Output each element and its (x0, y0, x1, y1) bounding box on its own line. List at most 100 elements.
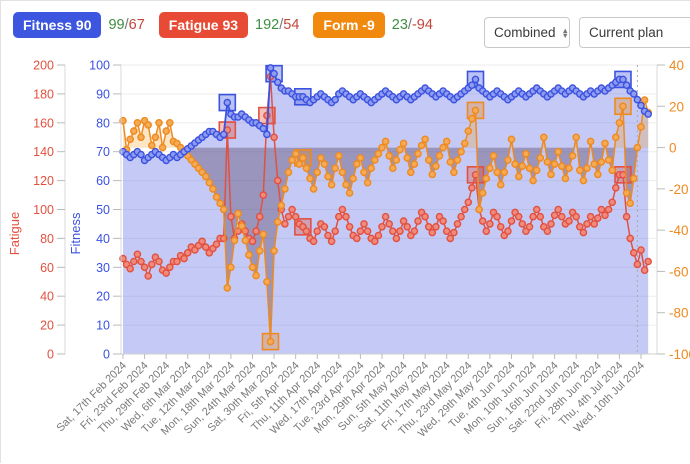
fatigue-point[interactable] (137, 257, 145, 266)
fatigue-point[interactable] (331, 227, 340, 235)
form-point[interactable] (245, 251, 253, 259)
form-point[interactable] (230, 236, 239, 245)
fitness-point[interactable] (270, 69, 278, 78)
form-point[interactable] (241, 236, 250, 245)
fitness-badge[interactable]: Fitness 90 (13, 12, 102, 38)
fatigue-point[interactable] (410, 227, 419, 235)
form-point[interactable] (212, 193, 221, 201)
form-point[interactable] (435, 151, 444, 160)
fatigue-point[interactable] (450, 228, 458, 237)
form-point[interactable] (334, 151, 343, 160)
fatigue-point[interactable] (464, 198, 473, 207)
fatigue-point[interactable] (532, 205, 541, 214)
form-point[interactable] (360, 168, 368, 177)
form-point[interactable] (529, 176, 537, 185)
fatigue-point[interactable] (183, 248, 192, 257)
fatigue-point[interactable] (525, 222, 534, 231)
form-point[interactable] (367, 164, 376, 172)
fitness-point[interactable] (633, 95, 642, 104)
fitness-point[interactable] (471, 75, 480, 84)
fatigue-point[interactable] (147, 260, 156, 269)
fatigue-point[interactable] (302, 227, 311, 235)
fitness-point[interactable] (331, 95, 340, 104)
form-point[interactable] (248, 263, 257, 272)
fatigue-point[interactable] (378, 222, 386, 231)
form-point[interactable] (439, 143, 447, 152)
fatigue-point[interactable] (252, 227, 260, 235)
fatigue-point[interactable] (381, 212, 390, 221)
form-point[interactable] (619, 102, 627, 111)
fatigue-point[interactable] (493, 212, 501, 221)
form-point[interactable] (147, 141, 156, 150)
form-point[interactable] (558, 162, 566, 170)
form-point[interactable] (432, 162, 440, 170)
form-point[interactable] (338, 168, 347, 177)
fatigue-point[interactable] (414, 217, 422, 225)
form-point[interactable] (291, 149, 300, 158)
form-point[interactable] (270, 246, 278, 255)
fatigue-point[interactable] (586, 212, 595, 221)
fatigue-point[interactable] (165, 263, 174, 272)
fitness-point[interactable] (619, 75, 627, 84)
fatigue-point[interactable] (460, 205, 469, 214)
form-point[interactable] (396, 145, 404, 154)
form-point[interactable] (612, 133, 620, 142)
fatigue-point[interactable] (129, 257, 138, 266)
form-point[interactable] (637, 123, 645, 131)
form-point[interactable] (133, 119, 142, 127)
form-point[interactable] (450, 168, 458, 177)
fatigue-point[interactable] (612, 183, 620, 192)
fitness-point[interactable] (219, 130, 228, 139)
form-point[interactable] (259, 230, 268, 239)
form-point[interactable] (374, 149, 383, 158)
fatigue-point[interactable] (583, 220, 591, 228)
fatigue-point[interactable] (504, 227, 512, 235)
fatigue-point[interactable] (482, 227, 491, 235)
fitness-point[interactable] (468, 81, 476, 89)
form-point[interactable] (522, 149, 530, 158)
form-point[interactable] (421, 135, 429, 144)
form-point[interactable] (363, 178, 372, 187)
fatigue-point[interactable] (248, 237, 257, 246)
form-point[interactable] (302, 164, 311, 172)
form-point[interactable] (406, 168, 415, 177)
fatigue-point[interactable] (536, 212, 545, 221)
fatigue-point[interactable] (363, 227, 372, 235)
form-point[interactable] (594, 170, 602, 179)
fatigue-point[interactable] (281, 220, 289, 228)
form-point[interactable] (626, 199, 635, 208)
fatigue-point[interactable] (320, 222, 329, 231)
fatigue-point[interactable] (180, 254, 188, 263)
form-point[interactable] (464, 127, 473, 135)
form-point[interactable] (216, 199, 224, 208)
fatigue-point[interactable] (162, 269, 170, 277)
form-point[interactable] (414, 149, 422, 158)
fatigue-point[interactable] (565, 217, 573, 225)
form-point[interactable] (500, 168, 509, 177)
form-point[interactable] (255, 246, 264, 255)
fatigue-point[interactable] (360, 220, 368, 228)
fatigue-point[interactable] (388, 227, 397, 235)
form-point[interactable] (201, 172, 210, 181)
fatigue-point[interactable] (579, 228, 588, 237)
form-point[interactable] (295, 160, 304, 168)
form-point[interactable] (227, 263, 235, 272)
fatigue-point[interactable] (604, 205, 613, 214)
fatigue-point[interactable] (640, 266, 649, 275)
fatigue-point[interactable] (356, 227, 365, 235)
fatigue-point[interactable] (630, 248, 638, 257)
form-point[interactable] (345, 189, 354, 197)
fatigue-point[interactable] (421, 212, 429, 221)
fatigue-point[interactable] (496, 222, 505, 231)
fatigue-point[interactable] (558, 212, 566, 221)
form-point[interactable] (417, 141, 426, 150)
form-point[interactable] (273, 218, 282, 226)
fatigue-badge[interactable]: Fatigue 93 (158, 12, 249, 38)
fatigue-point[interactable] (198, 237, 206, 246)
form-point[interactable] (579, 176, 588, 185)
form-point[interactable] (223, 284, 232, 292)
fatigue-point[interactable] (457, 212, 465, 221)
fatigue-point[interactable] (529, 212, 537, 221)
form-point[interactable] (370, 156, 379, 164)
fatigue-point[interactable] (338, 205, 347, 214)
